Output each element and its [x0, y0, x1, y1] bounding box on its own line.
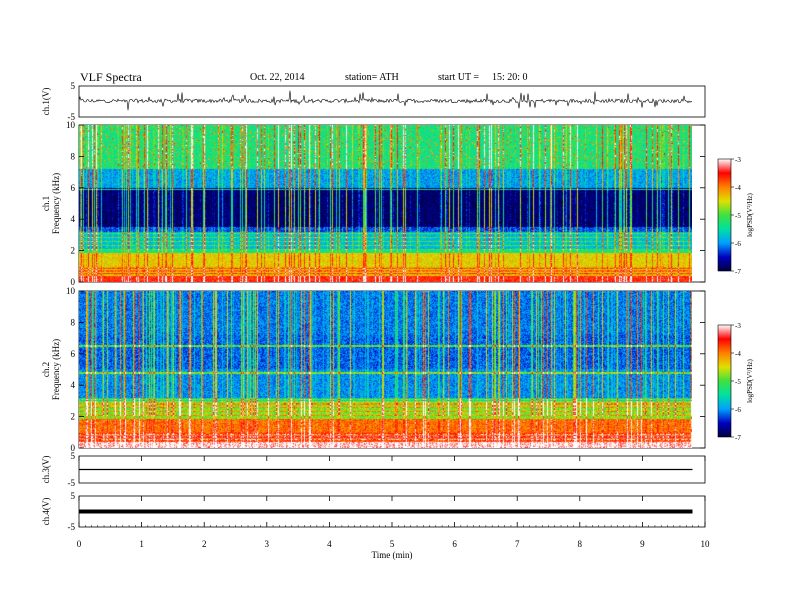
y-tick-label: 2 — [71, 246, 76, 256]
y-tick-label: 4 — [71, 380, 76, 390]
colorbar-tick-label: -5 — [735, 378, 741, 386]
spectrogram-image — [79, 291, 692, 448]
y-tick-label: -5 — [68, 522, 76, 532]
colorbar-tick-label: -4 — [735, 350, 741, 358]
y-axis-label: ch.4(V) — [41, 498, 51, 526]
panel-ch3-waveform: 5 -5 ch.3(V) — [41, 451, 706, 488]
x-axis-label: Time (min) — [372, 550, 413, 560]
y-tick-label: 5 — [71, 491, 76, 501]
y-axis-label: Frequency (kHz) — [51, 173, 61, 234]
y-tick-label: 10 — [66, 286, 76, 296]
y-tick-label: 4 — [71, 214, 76, 224]
waveform-line — [78, 90, 693, 111]
colorbar — [717, 158, 732, 272]
y-tick-label: -5 — [68, 112, 76, 122]
x-tick-label: 6 — [452, 539, 457, 549]
colorbar-tick-label: -7 — [735, 268, 741, 276]
panel-ch2-spectrogram: 0 2 4 6 8 10 ch.2 Frequency (kHz) -3 -4 -5 -6 -7 logP… — [41, 286, 754, 453]
y-tick-label: 0 — [71, 443, 76, 453]
colorbar-label: logPSD(V²/Hz) — [746, 192, 754, 236]
x-tick-label: 1 — [139, 539, 144, 549]
date-label: Oct. 22, 2014 — [250, 72, 305, 83]
y-axis-label: Frequency (kHz) — [51, 339, 61, 400]
colorbar-tick-label: -5 — [735, 212, 741, 220]
y-tick-label: 5 — [71, 451, 76, 461]
x-tick-label: 9 — [640, 539, 645, 549]
colorbar-tick-label: -3 — [735, 156, 741, 164]
x-tick-label: 8 — [578, 539, 583, 549]
x-tick-label: 4 — [327, 539, 332, 549]
colorbar-tick-label: -7 — [735, 434, 741, 442]
start-ut-value: 15: 20: 0 — [492, 72, 528, 83]
y-tick-label: 8 — [71, 317, 76, 327]
x-tick-label: 7 — [515, 539, 520, 549]
x-tick-label: 10 — [701, 539, 711, 549]
colorbar-tick-label: -4 — [735, 184, 741, 192]
y-tick-label: -5 — [68, 478, 76, 488]
x-tick-label: 5 — [390, 539, 395, 549]
y-tick-label: 2 — [71, 412, 76, 422]
y-tick-label: 6 — [71, 183, 76, 193]
y-tick-label: 10 — [66, 120, 76, 130]
x-tick-label: 2 — [202, 539, 207, 549]
y-tick-label: 6 — [71, 349, 76, 359]
y-axis-label: ch.3(V) — [41, 456, 51, 484]
colorbar-label: logPSD(V²/Hz) — [746, 358, 754, 402]
station-label: station= ATH — [345, 72, 399, 83]
y-tick-label: 0 — [71, 277, 76, 287]
y-axis-label: ch.1 — [41, 196, 51, 211]
y-tick-label: 8 — [71, 151, 76, 161]
panel-ch1-spectrogram: 0 2 4 6 8 10 ch.1 Frequency (kHz) -3 -4 -5 -6 -7 logP… — [41, 120, 754, 287]
colorbar — [717, 324, 732, 438]
x-tick-label: 3 — [265, 539, 270, 549]
y-tick-label: 5 — [71, 81, 76, 91]
y-axis-label: ch.1(V) — [41, 88, 51, 116]
x-tick-label: 0 — [77, 539, 82, 549]
colorbar-tick-label: -6 — [735, 406, 741, 414]
colorbar-tick-label: -3 — [735, 322, 741, 330]
y-axis-label: ch.2 — [41, 362, 51, 377]
chart-title: VLF Spectra — [80, 70, 142, 84]
start-ut-label: start UT = — [438, 72, 480, 83]
spectrogram-image — [79, 125, 692, 282]
panel-ch1-waveform: 5 -5 ch.1(V) — [41, 81, 706, 122]
colorbar-tick-label: -6 — [735, 240, 741, 248]
panel-frame — [78, 85, 706, 118]
